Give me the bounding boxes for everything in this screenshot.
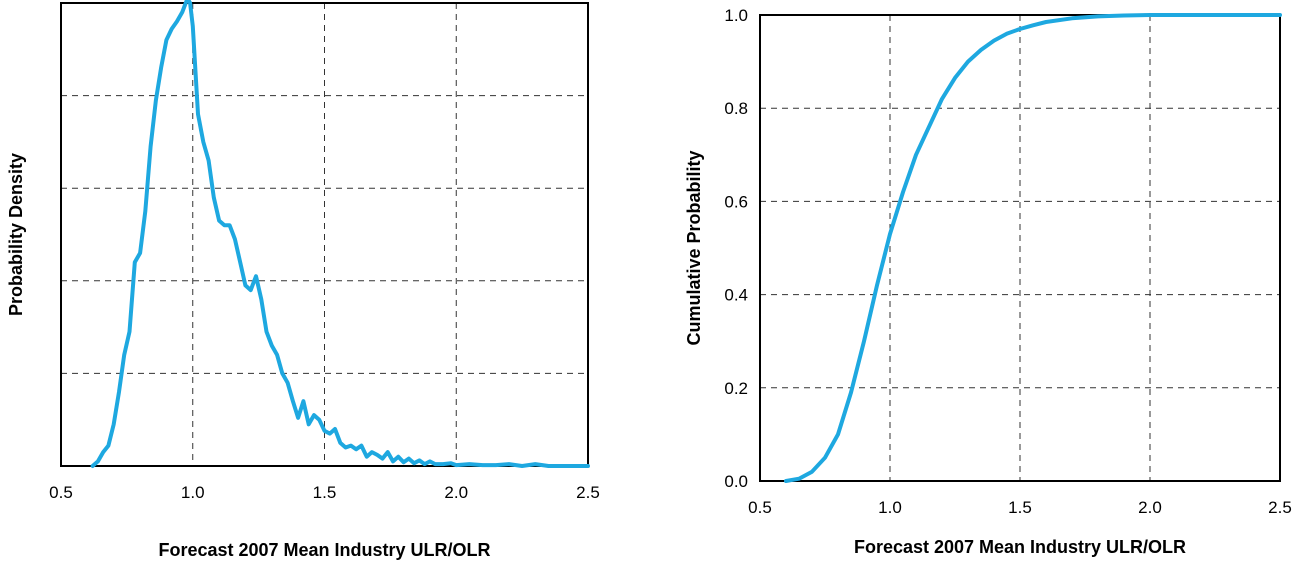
density-x-tick-label: 1.5	[313, 483, 337, 502]
density-x-tick-label: 0.5	[49, 483, 73, 502]
cumulative-y-tick-label: 0.2	[724, 379, 748, 398]
density-x-axis-title: Forecast 2007 Mean Industry ULR/OLR	[158, 540, 490, 560]
cumulative-y-tick-label: 0.6	[724, 192, 748, 211]
cumulative-plot-frame	[759, 14, 1281, 482]
cumulative-gridlines	[760, 15, 1280, 481]
cumulative-series-line	[784, 13, 1282, 483]
cumulative-x-tick-label: 1.5	[1008, 498, 1032, 517]
density-chart: 0.5 1.0 1.5 2.0 2.5 Forecast 2007 Mean Indus…	[6, 0, 600, 560]
cumulative-x-axis-title: Forecast 2007 Mean Industry ULR/OLR	[854, 537, 1186, 557]
cumulative-x-tick-label: 1.0	[878, 498, 902, 517]
density-y-axis-title: Probability Density	[6, 153, 26, 316]
cumulative-y-axis-title: Cumulative Probability	[684, 150, 704, 345]
cumulative-x-tick-label: 0.5	[748, 498, 772, 517]
cumulative-chart: 0.5 1.0 1.5 2.0 2.5 0.0 0.2 0.4 0.6 0.8 1.0 Foreca…	[684, 6, 1292, 557]
cumulative-y-tick-label: 0.0	[724, 472, 748, 491]
cumulative-y-tick-label: 1.0	[724, 6, 748, 25]
cumulative-tick-labels: 0.5 1.0 1.5 2.0 2.5 0.0 0.2 0.4 0.6 0.8 1.0	[724, 6, 1291, 517]
density-x-tick-label: 1.0	[181, 483, 205, 502]
density-gridlines	[61, 3, 588, 466]
cumulative-y-tick-label: 0.4	[724, 286, 748, 305]
density-x-tick-label: 2.5	[576, 483, 600, 502]
density-x-tick-label: 2.0	[444, 483, 468, 502]
density-tick-labels: 0.5 1.0 1.5 2.0 2.5	[49, 483, 600, 502]
cumulative-x-tick-label: 2.0	[1138, 498, 1162, 517]
cumulative-y-tick-label: 0.8	[724, 99, 748, 118]
density-plot-frame	[60, 2, 589, 467]
density-series-line	[90, 0, 590, 468]
cumulative-x-tick-label: 2.5	[1268, 498, 1292, 517]
